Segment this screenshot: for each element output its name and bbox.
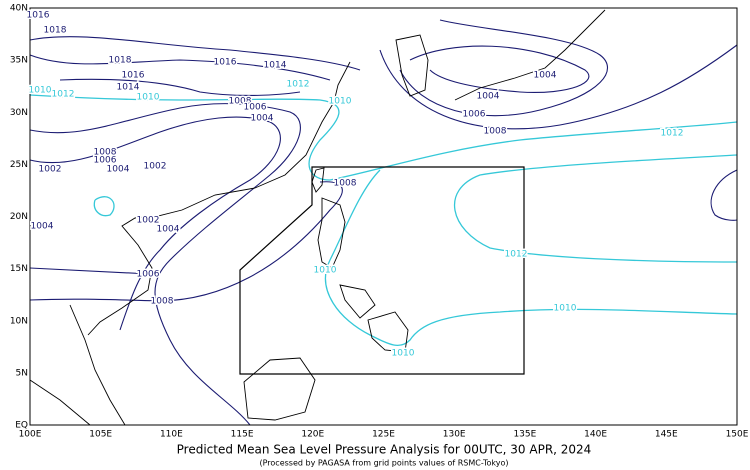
isobar-label: 1006 [137, 270, 160, 280]
lat-label: 30N [10, 108, 28, 118]
isobar-label: 1010 [554, 304, 577, 314]
lon-label: 135E [513, 430, 536, 440]
isobar [710, 169, 738, 221]
isobar-label: 1010 [137, 93, 160, 103]
lat-label: 10N [10, 316, 28, 326]
lon-label: 100E [19, 430, 42, 440]
coastline [454, 9, 606, 101]
lat-label: EQ [15, 421, 28, 431]
isobar-label: 1008 [334, 179, 357, 189]
lon-label: 120E [301, 430, 324, 440]
isobar-label: 1006 [463, 110, 486, 120]
isobar-label: 1008 [94, 148, 117, 158]
isobar-label: 1012 [661, 129, 684, 139]
isobar-label: 1010 [314, 266, 337, 276]
isobar [29, 94, 738, 181]
par-boundary [239, 166, 525, 375]
isobar [29, 54, 331, 81]
isobar [379, 44, 738, 130]
isobar [29, 36, 361, 71]
isobar-label: 1018 [109, 56, 132, 66]
isobar [29, 181, 343, 302]
lon-label: 115E [231, 430, 254, 440]
isobars [29, 19, 738, 426]
lon-label: 140E [584, 430, 607, 440]
lat-label: 15N [10, 264, 28, 274]
coastline [311, 167, 325, 193]
isobar-label: 1010 [392, 349, 415, 359]
isobar [29, 116, 281, 331]
coastline [367, 311, 409, 353]
isobar [324, 169, 738, 347]
coastlines [29, 9, 606, 426]
isobar-label: 1006 [94, 156, 117, 166]
isobar-label: 1002 [39, 165, 62, 175]
coastline [69, 304, 126, 426]
isobar-label: 1008 [484, 127, 507, 137]
isobar [93, 196, 115, 217]
lat-label: 20N [10, 212, 28, 222]
isobar-label: 1016 [122, 71, 145, 81]
isobar-label: 1004 [477, 92, 500, 102]
lon-label: 150E [726, 430, 749, 440]
lon-label: 125E [372, 430, 395, 440]
isobar-label: 1008 [151, 297, 174, 307]
lat-label: 25N [10, 160, 28, 170]
lat-label: 35N [10, 56, 28, 66]
lon-label: 145E [655, 430, 678, 440]
isobar-label: 1016 [214, 58, 237, 68]
isobar-label: 1004 [251, 114, 274, 124]
isobar-label: 1014 [264, 61, 287, 71]
coastline [395, 34, 429, 97]
coastline [243, 357, 316, 421]
isobar [409, 45, 590, 93]
isobar-label: 1008 [229, 97, 252, 107]
coastline [339, 284, 376, 319]
lon-label: 110E [160, 430, 183, 440]
map-subtitle: (Processed by PAGASA from grid points va… [259, 459, 508, 468]
isobar-label: 1016 [27, 11, 50, 21]
isobar-label: 1018 [44, 26, 67, 36]
isobar-label: 1014 [117, 83, 140, 93]
isobar-label: 1004 [157, 225, 180, 235]
lon-label: 105E [89, 430, 112, 440]
isobar-label: 1006 [244, 103, 267, 113]
lat-label: 5N [16, 368, 28, 378]
isobar-label: 1010 [329, 97, 352, 107]
coastline [29, 379, 91, 426]
isobar [29, 103, 301, 426]
isobar [453, 154, 738, 263]
lon-label: 130E [443, 430, 466, 440]
isobar-label: 1002 [137, 216, 160, 226]
isobar-label: 1002 [144, 162, 167, 172]
isobar-label: 1004 [31, 222, 54, 232]
lat-label: 40N [10, 4, 28, 14]
ticks: 100E 105E 110E 115E 120E 125E 130E 135E 140E 145E… [10, 4, 749, 440]
coastline [317, 197, 346, 269]
isobar-label: 1012 [505, 250, 528, 260]
isobar-label: 1004 [534, 71, 557, 81]
isobar [29, 267, 151, 275]
isobar [399, 19, 608, 117]
isobar-label: 1010 [29, 86, 52, 96]
map-title: Predicted Mean Sea Level Pressure Analys… [177, 443, 592, 457]
isobar-label: 1012 [287, 80, 310, 90]
coastline [87, 61, 351, 336]
isobar [59, 78, 301, 96]
isobar-label: 1004 [107, 165, 130, 175]
isobar-label: 1012 [52, 90, 75, 100]
map-frame [29, 7, 738, 426]
